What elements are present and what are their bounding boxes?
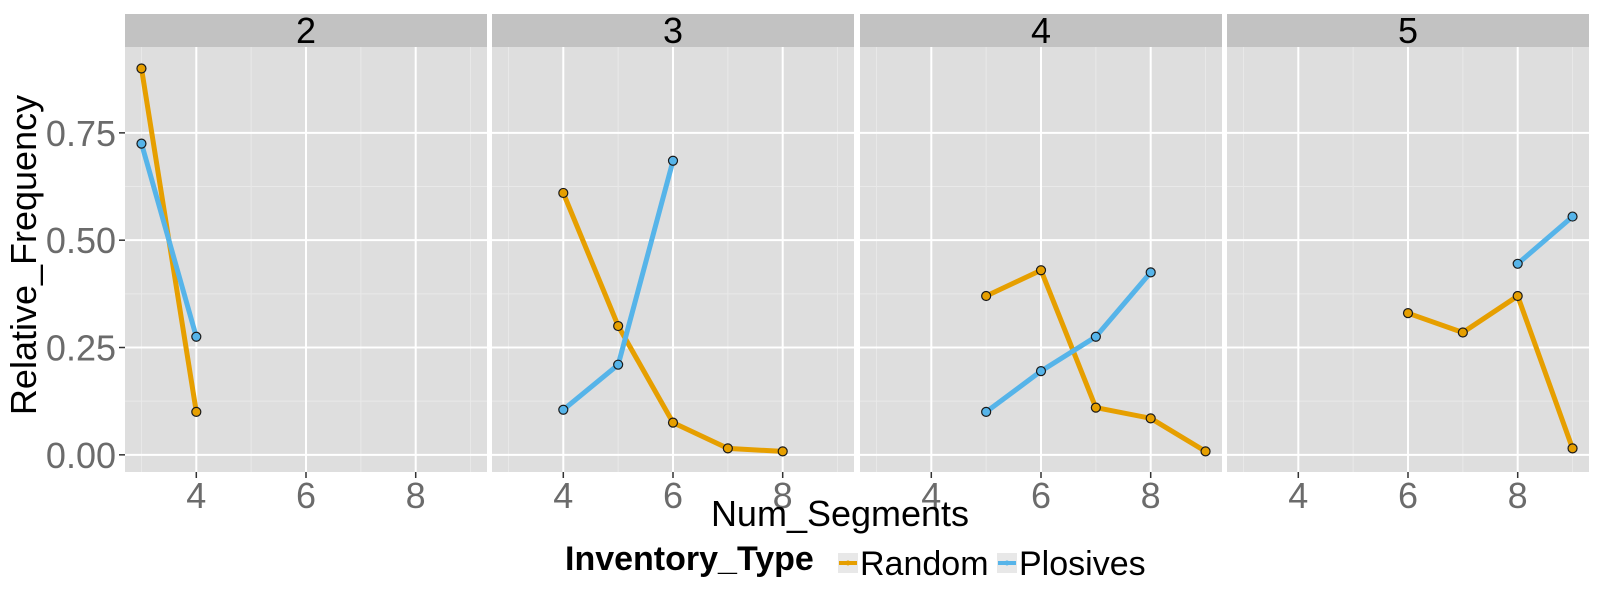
data-point-plosives — [1090, 331, 1101, 342]
x-tick-label: 8 — [1141, 475, 1161, 516]
data-point-plosives — [613, 359, 624, 370]
panel-2: 2 4 6 8 — [125, 10, 487, 516]
data-point-random — [1402, 308, 1414, 319]
x-tick-label: 8 — [1508, 475, 1528, 516]
panel-3: 3 4 6 8 — [492, 10, 854, 516]
facet-strip-label: 3 — [663, 10, 683, 51]
panel-5: 5 4 6 8 — [1227, 10, 1589, 516]
x-tick-label: 6 — [1031, 475, 1051, 516]
panel-4: 4 4 6 8 — [860, 10, 1222, 516]
series-line-plosives — [1515, 214, 1575, 267]
legend-title: Inventory_Type — [565, 540, 814, 578]
data-point-random — [136, 63, 147, 74]
facet-strip-label: 5 — [1398, 10, 1418, 51]
x-tick-label: 6 — [296, 475, 316, 516]
data-point-random — [558, 187, 569, 199]
facet-strip-label: 4 — [1031, 10, 1051, 51]
series-line-random — [1405, 293, 1575, 451]
facet-strip — [492, 14, 854, 47]
y-tick-label: 0.75 — [46, 113, 116, 154]
legend-entry-label: Random — [860, 545, 989, 583]
data-point-plosives — [1145, 267, 1156, 278]
data-point-plosives — [191, 331, 202, 342]
data-point-random — [1145, 413, 1156, 424]
data-point-random — [981, 290, 992, 302]
x-tick-label: 4 — [186, 475, 206, 516]
x-tick-label: 8 — [773, 475, 793, 516]
panels: 2 4 6 8 3 4 6 8 4 4 6 8 5 4 6 8 0.00 0.25 0.50 0.75 — [46, 10, 1589, 516]
series-line-plosives — [139, 141, 199, 340]
facet-strip — [860, 14, 1222, 47]
x-tick-label: 8 — [406, 475, 426, 516]
x-tick-label: 4 — [921, 475, 941, 516]
data-point-random — [191, 406, 202, 417]
data-point-random — [722, 443, 733, 454]
legend-key-point — [1004, 560, 1010, 566]
y-tick-label: 0.00 — [46, 435, 116, 476]
data-point-random — [1457, 327, 1468, 338]
y-axis: 0.00 0.25 0.50 0.75 — [46, 113, 125, 476]
x-tick-label: 4 — [553, 475, 573, 516]
data-point-random — [1200, 446, 1211, 457]
facet-strip-label: 2 — [296, 10, 316, 51]
data-point-random — [1035, 265, 1047, 276]
legend: Inventory_Type Random Plosives — [565, 540, 1146, 583]
data-point-plosives — [1035, 366, 1047, 377]
data-point-plosives — [558, 404, 569, 415]
legend-entries: Random Plosives — [838, 545, 1146, 583]
facet-strip — [125, 14, 487, 47]
y-axis-title: Relative_Frequency — [3, 95, 44, 415]
data-point-random — [667, 417, 679, 428]
y-tick-label: 0.50 — [46, 220, 116, 261]
data-point-random — [613, 320, 624, 332]
x-tick-label: 6 — [663, 475, 683, 516]
data-point-random — [1090, 402, 1101, 413]
data-point-random — [1512, 290, 1523, 302]
legend-entry-plosives: Plosives — [997, 545, 1146, 583]
legend-entry-random: Random — [838, 545, 989, 583]
legend-key-point — [845, 560, 851, 566]
facet-strip — [1227, 14, 1589, 47]
data-point-plosives — [667, 155, 679, 166]
x-tick-label: 6 — [1398, 475, 1418, 516]
data-point-plosives — [136, 138, 147, 149]
data-point-plosives — [1567, 211, 1578, 222]
y-tick-label: 0.25 — [46, 328, 116, 369]
data-point-plosives — [1512, 258, 1523, 269]
legend-entry-label: Plosives — [1019, 545, 1146, 583]
series-line-plosives — [983, 269, 1154, 415]
x-axis-title: Num_Segments — [711, 493, 969, 534]
x-tick-label: 4 — [1288, 475, 1308, 516]
data-point-random — [777, 446, 788, 457]
data-point-plosives — [981, 406, 992, 417]
data-point-random — [1567, 443, 1578, 454]
